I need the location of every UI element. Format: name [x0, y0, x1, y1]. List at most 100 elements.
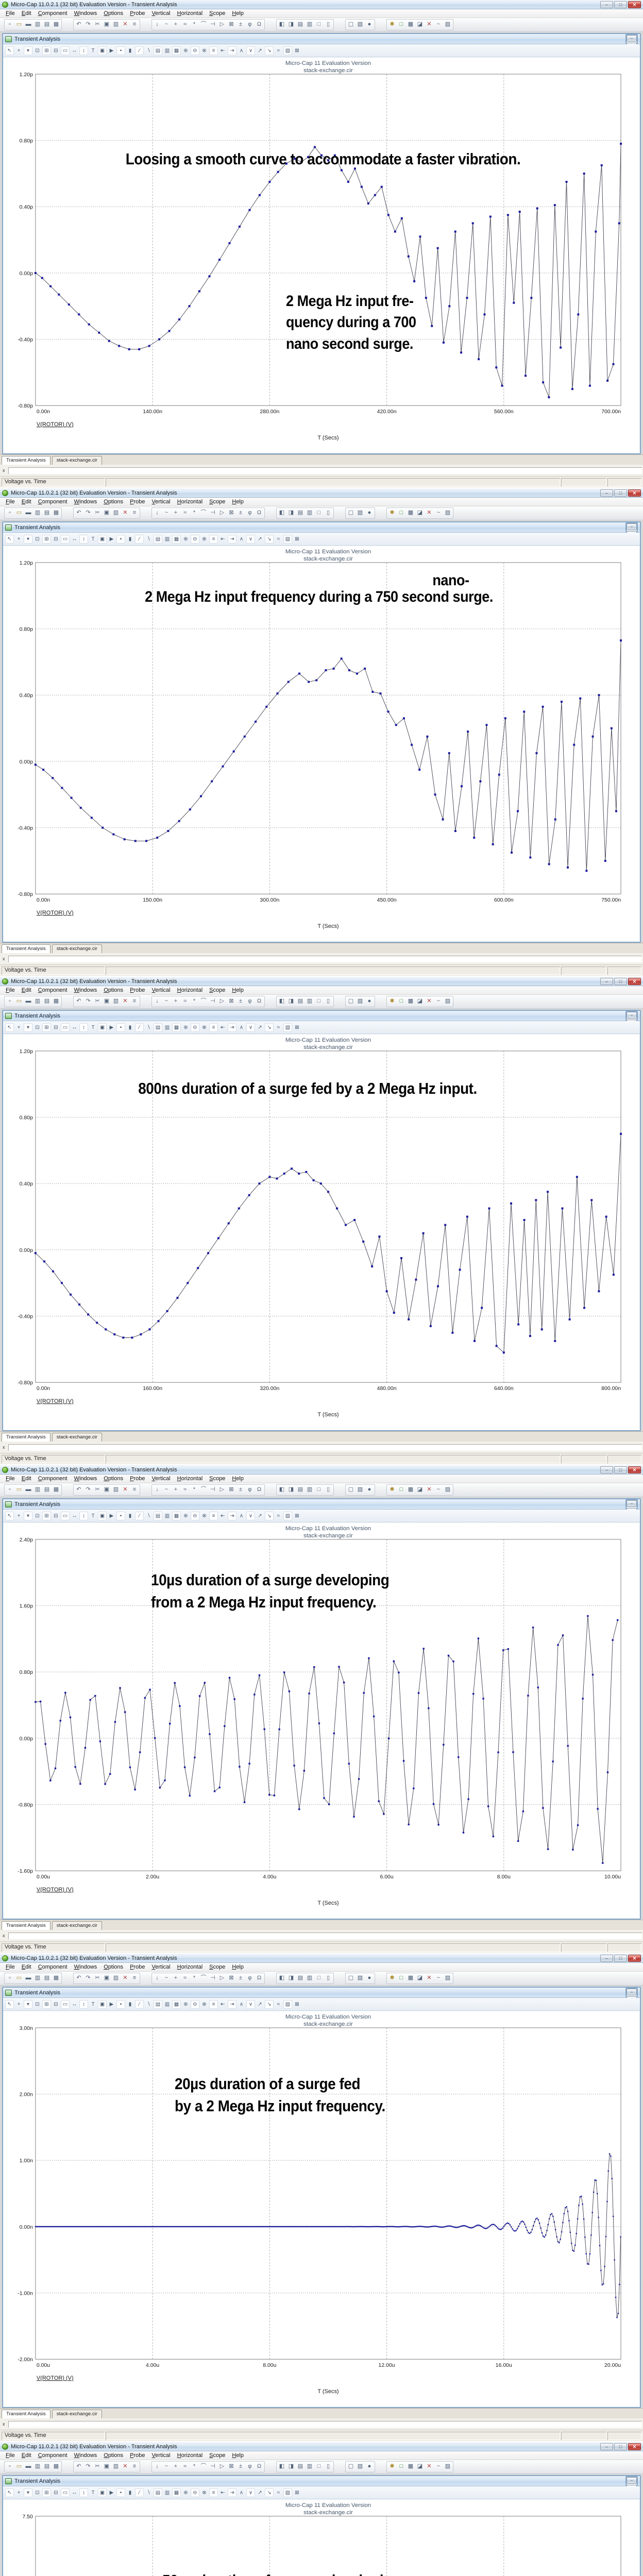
zoom-out-icon[interactable]: ⊖ — [191, 1511, 199, 1520]
pause-icon[interactable]: ▮ — [128, 47, 132, 54]
tab-transient-analysis[interactable]: Transient Analysis — [2, 456, 50, 465]
tab-transient-analysis[interactable]: Transient Analysis — [2, 1433, 50, 1442]
tool-dropdown-icon[interactable]: ▾ — [24, 1511, 32, 1520]
accumulate-plots-icon[interactable]: ▧ — [283, 1511, 292, 1520]
peak-icon[interactable]: ∧ — [239, 2489, 244, 2496]
tokens-toggle-icon[interactable]: ▥ — [164, 1513, 170, 1519]
plot-properties-icon[interactable]: ▨ — [445, 21, 451, 27]
inductor-icon[interactable]: ≈ — [183, 1975, 187, 1981]
menu-horizontal[interactable]: Horizontal — [177, 499, 203, 505]
stop-icon[interactable]: ▪ — [116, 1023, 125, 1032]
maximize-plot-icon[interactable]: □ — [317, 2463, 321, 2469]
child-titlebar[interactable]: Transient Analysis –□✕ — [3, 1988, 640, 2011]
phase-probe-icon[interactable]: φ — [248, 2463, 252, 2469]
analysis-limits-icon[interactable]: ✱ — [390, 2463, 395, 2469]
run-analysis-icon[interactable]: □ — [399, 21, 403, 27]
inductor-icon[interactable]: ≈ — [183, 510, 187, 516]
close-button[interactable]: ✕ — [628, 1954, 641, 1962]
menu-probe[interactable]: Probe — [130, 499, 145, 505]
stop-icon[interactable]: ▪ — [116, 2488, 125, 2497]
properties-icon[interactable]: ▣ — [98, 534, 107, 544]
autoscale-icon[interactable]: ⊗ — [202, 2489, 207, 2496]
zoom-in-icon[interactable]: ⊕ — [183, 47, 188, 54]
maximize-plot-icon[interactable]: □ — [317, 1975, 321, 1981]
data-points-toggle-icon[interactable]: ▤ — [154, 2488, 162, 2497]
stop-icon[interactable]: ▪ — [116, 46, 125, 55]
run-analysis-icon[interactable]: □ — [399, 1975, 403, 1981]
stepping-icon[interactable]: ▩ — [408, 1486, 414, 1493]
tag-point-icon[interactable]: ▭ — [61, 1999, 70, 2009]
zoom-out-mode-icon[interactable]: ⊟ — [54, 536, 58, 542]
undo-icon[interactable]: ↶ — [76, 1486, 81, 1493]
coil-icon[interactable]: Ω — [257, 998, 262, 1004]
data-points-toggle-icon[interactable]: ▤ — [154, 1999, 162, 2009]
menu-vertical[interactable]: Vertical — [151, 10, 171, 16]
help-topics-icon[interactable]: ● — [367, 2463, 371, 2469]
minimize-button[interactable]: – — [627, 2477, 637, 2484]
titlebar[interactable]: Micro-Cap 11.0.2.1 (32 bit) Evaluation V… — [0, 2442, 643, 2451]
pause-icon[interactable]: ▮ — [128, 1513, 132, 1519]
tab-transient-analysis[interactable]: Transient Analysis — [2, 1921, 50, 1930]
transistor-icon[interactable]: ⊣ — [210, 21, 215, 27]
ruler-toggle-icon[interactable]: ▦ — [172, 2488, 181, 2497]
open-file-icon[interactable]: ▭ — [16, 2463, 22, 2469]
delete-icon[interactable]: ✕ — [123, 1975, 128, 1981]
run-analysis-icon[interactable]: □ — [399, 1486, 403, 1493]
menu-file[interactable]: File — [6, 1964, 15, 1970]
coil-icon[interactable]: Ω — [257, 21, 262, 27]
tag-horizontal-icon[interactable]: ↔ — [72, 2489, 77, 2496]
transistor-icon[interactable]: ⊣ — [210, 2463, 215, 2469]
go-left-icon[interactable]: ⇤ — [221, 47, 225, 54]
new-file-icon[interactable]: ▫ — [9, 1486, 11, 1493]
menu-component[interactable]: Component — [38, 987, 67, 993]
menu-edit[interactable]: Edit — [21, 987, 31, 993]
phase-probe-icon[interactable]: φ — [248, 1975, 252, 1981]
wire-mode-icon[interactable]: ↓ — [156, 998, 159, 1004]
run-icon[interactable]: ▶ — [109, 2489, 114, 2496]
maximize-plot-icon[interactable]: □ — [317, 998, 321, 1004]
save-icon[interactable]: ▬ — [25, 2463, 31, 2469]
zoom-out-mode-icon[interactable]: ⊟ — [54, 2001, 58, 2007]
cascade-windows-icon[interactable]: ◧ — [279, 1975, 285, 1981]
run-icon[interactable]: ▶ — [109, 1513, 114, 1519]
tile-vertical-icon[interactable]: ◨ — [288, 2463, 294, 2469]
tag-horizontal-icon[interactable]: ↔ — [72, 536, 77, 542]
sine-source-icon[interactable]: ~ — [164, 1486, 168, 1493]
maximize-plot-icon[interactable]: □ — [317, 21, 321, 27]
text-tool-icon[interactable]: T — [91, 47, 95, 54]
menu-file[interactable]: File — [6, 1476, 15, 1482]
tile-horizontal-icon[interactable]: ▤ — [297, 21, 303, 27]
component-browser-icon[interactable]: ▢ — [348, 1975, 354, 1981]
menu-help[interactable]: Help — [232, 1964, 244, 1970]
menu-horizontal[interactable]: Horizontal — [177, 10, 203, 16]
stepping-icon[interactable]: ▩ — [408, 510, 414, 516]
pan-tool-icon[interactable]: + — [17, 1513, 21, 1519]
low-icon[interactable]: ↘ — [265, 1511, 274, 1520]
help-topics-icon[interactable]: ● — [367, 1486, 371, 1493]
menu-probe[interactable]: Probe — [130, 2452, 145, 2459]
log-scale-icon[interactable]: ∖ — [147, 1024, 150, 1030]
paste-icon[interactable]: ▥ — [113, 998, 119, 1004]
new-file-icon[interactable]: ▫ — [9, 510, 11, 516]
pause-icon[interactable]: ▮ — [128, 2489, 132, 2496]
copy-icon[interactable]: ▣ — [104, 998, 110, 1004]
menu-windows[interactable]: Windows — [74, 987, 97, 993]
resistor-icon[interactable]: + — [174, 510, 178, 516]
menu-file[interactable]: File — [6, 2452, 15, 2459]
valley-icon[interactable]: ∨ — [246, 1023, 255, 1032]
trace-legend-v-rotor[interactable]: V(ROTOR) (V) — [37, 910, 74, 916]
restore-button[interactable]: □ — [614, 1954, 627, 1962]
linear-scale-icon[interactable]: ∕ — [135, 534, 144, 544]
tab-stack-exchange-cir[interactable]: stack-exchange.cir — [52, 456, 102, 465]
zoom-out-icon[interactable]: ⊖ — [191, 1999, 199, 2009]
menu-probe[interactable]: Probe — [130, 1964, 145, 1970]
delete-icon[interactable]: ✕ — [123, 1486, 128, 1493]
low-icon[interactable]: ↘ — [265, 1999, 274, 2009]
replace-icon[interactable]: ≡ — [132, 21, 137, 27]
minimize-button[interactable]: – — [600, 1466, 613, 1473]
valley-icon[interactable]: ∨ — [246, 534, 255, 544]
menu-scope[interactable]: Scope — [209, 499, 226, 505]
paste-icon[interactable]: ▥ — [113, 510, 119, 516]
child-titlebar[interactable]: Transient Analysis –□✕ — [3, 522, 640, 546]
wire-mode-icon[interactable]: ↓ — [156, 1975, 159, 1981]
